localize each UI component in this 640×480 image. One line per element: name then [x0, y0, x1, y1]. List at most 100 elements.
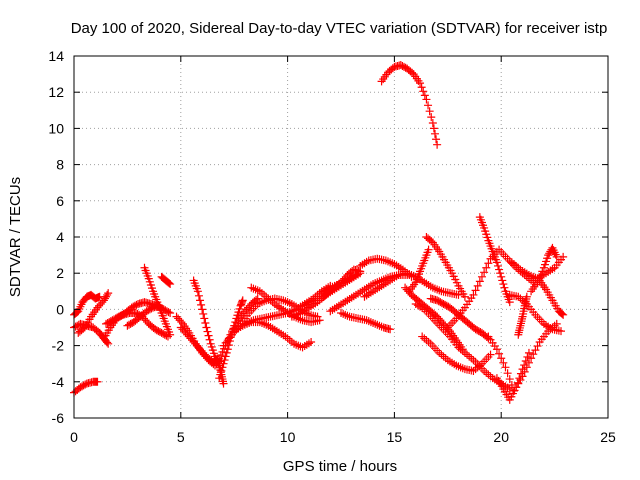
data-point-interp	[533, 342, 542, 351]
data-point-interp	[103, 290, 112, 299]
data-point	[104, 289, 113, 298]
data-point	[416, 79, 425, 88]
x-tick-label: 0	[70, 429, 78, 445]
data-point	[518, 365, 527, 374]
data-point-interp	[103, 338, 112, 347]
data-point-interp	[432, 135, 441, 144]
data-point-interp	[164, 308, 173, 317]
data-point-interp	[417, 83, 426, 92]
data-point	[552, 252, 561, 261]
data-point-interp	[495, 265, 504, 274]
y-tick-label: 14	[48, 48, 64, 64]
data-point-interp	[498, 276, 507, 285]
data-point-interp	[216, 370, 225, 379]
data-point-interp	[538, 267, 547, 276]
series-arc-27	[405, 245, 433, 296]
data-point-interp	[482, 263, 491, 272]
series-arc-9	[123, 301, 164, 330]
data-point-interp	[204, 331, 213, 340]
data-point	[219, 379, 228, 388]
data-point-interp	[220, 356, 229, 365]
data-point	[424, 245, 433, 254]
data-point	[557, 327, 566, 336]
data-point-interp	[473, 281, 482, 290]
data-point	[223, 345, 232, 354]
data-point	[166, 330, 175, 339]
data-point-interp	[495, 349, 504, 358]
data-point-interp	[493, 261, 502, 270]
series-arc-29	[418, 332, 495, 375]
data-point-interp	[425, 107, 434, 116]
data-point	[486, 350, 495, 359]
x-tick-label: 5	[177, 429, 185, 445]
series-arc-1	[70, 377, 102, 397]
series-arc-30	[422, 233, 469, 301]
data-point	[386, 325, 395, 334]
data-point	[93, 377, 102, 386]
data-point-interp	[499, 280, 508, 289]
series-arc-33	[475, 213, 514, 307]
data-point	[522, 292, 531, 301]
series-arc-24	[360, 269, 463, 301]
data-point-interp	[513, 378, 522, 387]
data-point-interp	[503, 369, 512, 378]
data-point	[492, 258, 501, 267]
x-tick-label: 25	[600, 429, 616, 445]
data-point	[497, 272, 506, 281]
data-point	[505, 298, 514, 307]
data-point-interp	[500, 283, 509, 292]
y-tick-label: 2	[56, 265, 64, 281]
data-point-interp	[221, 352, 230, 361]
data-point-interp	[420, 91, 429, 100]
data-point	[460, 292, 469, 301]
x-tick-label: 10	[280, 429, 296, 445]
data-point-interp	[196, 296, 205, 305]
data-point	[215, 374, 224, 383]
data-point	[238, 296, 247, 305]
data-point	[492, 345, 501, 354]
y-tick-label: -2	[52, 338, 65, 354]
series-arc-35	[492, 348, 533, 404]
series-arc-2	[70, 290, 104, 319]
data-point	[202, 323, 211, 332]
data-point-interp	[419, 87, 428, 96]
x-axis-label: GPS time / hours	[283, 458, 397, 475]
series-arc-39	[535, 276, 568, 319]
data-point-interp	[531, 346, 540, 355]
y-tick-label: 0	[56, 301, 64, 317]
data-point-interp	[520, 361, 529, 370]
data-point	[193, 287, 202, 296]
y-tick-label: 6	[56, 193, 64, 209]
data-point	[527, 354, 536, 363]
data-point-interp	[497, 354, 506, 363]
data-point	[166, 309, 175, 318]
data-point	[501, 363, 510, 372]
data-point-interp	[197, 300, 206, 309]
data-point	[219, 359, 228, 368]
data-point-interp	[471, 286, 480, 295]
y-tick-label: -4	[52, 374, 65, 390]
y-tick-label: -6	[52, 410, 65, 426]
data-point-interp	[199, 309, 208, 318]
chart-title: Day 100 of 2020, Sidereal Day-to-day VTE…	[71, 20, 608, 37]
data-point-interp	[480, 268, 489, 277]
data-point-interp	[515, 374, 524, 383]
y-tick-label: 8	[56, 157, 64, 173]
data-point	[198, 305, 207, 314]
data-point-interp	[205, 335, 214, 344]
y-tick-label: 4	[56, 229, 64, 245]
data-point	[104, 339, 113, 348]
data-point-interp	[165, 279, 174, 288]
data-point-interp	[424, 101, 433, 110]
data-point	[166, 280, 175, 289]
data-point-interp	[516, 369, 525, 378]
series-arc-7	[140, 263, 175, 339]
data-point-interp	[523, 352, 532, 361]
data-point-interp	[231, 318, 240, 327]
series-arc-20	[317, 265, 365, 303]
y-axis-label: SDTVAR / TECUs	[7, 177, 24, 297]
data-point-interp	[505, 375, 514, 384]
series-arc-8	[157, 272, 175, 289]
